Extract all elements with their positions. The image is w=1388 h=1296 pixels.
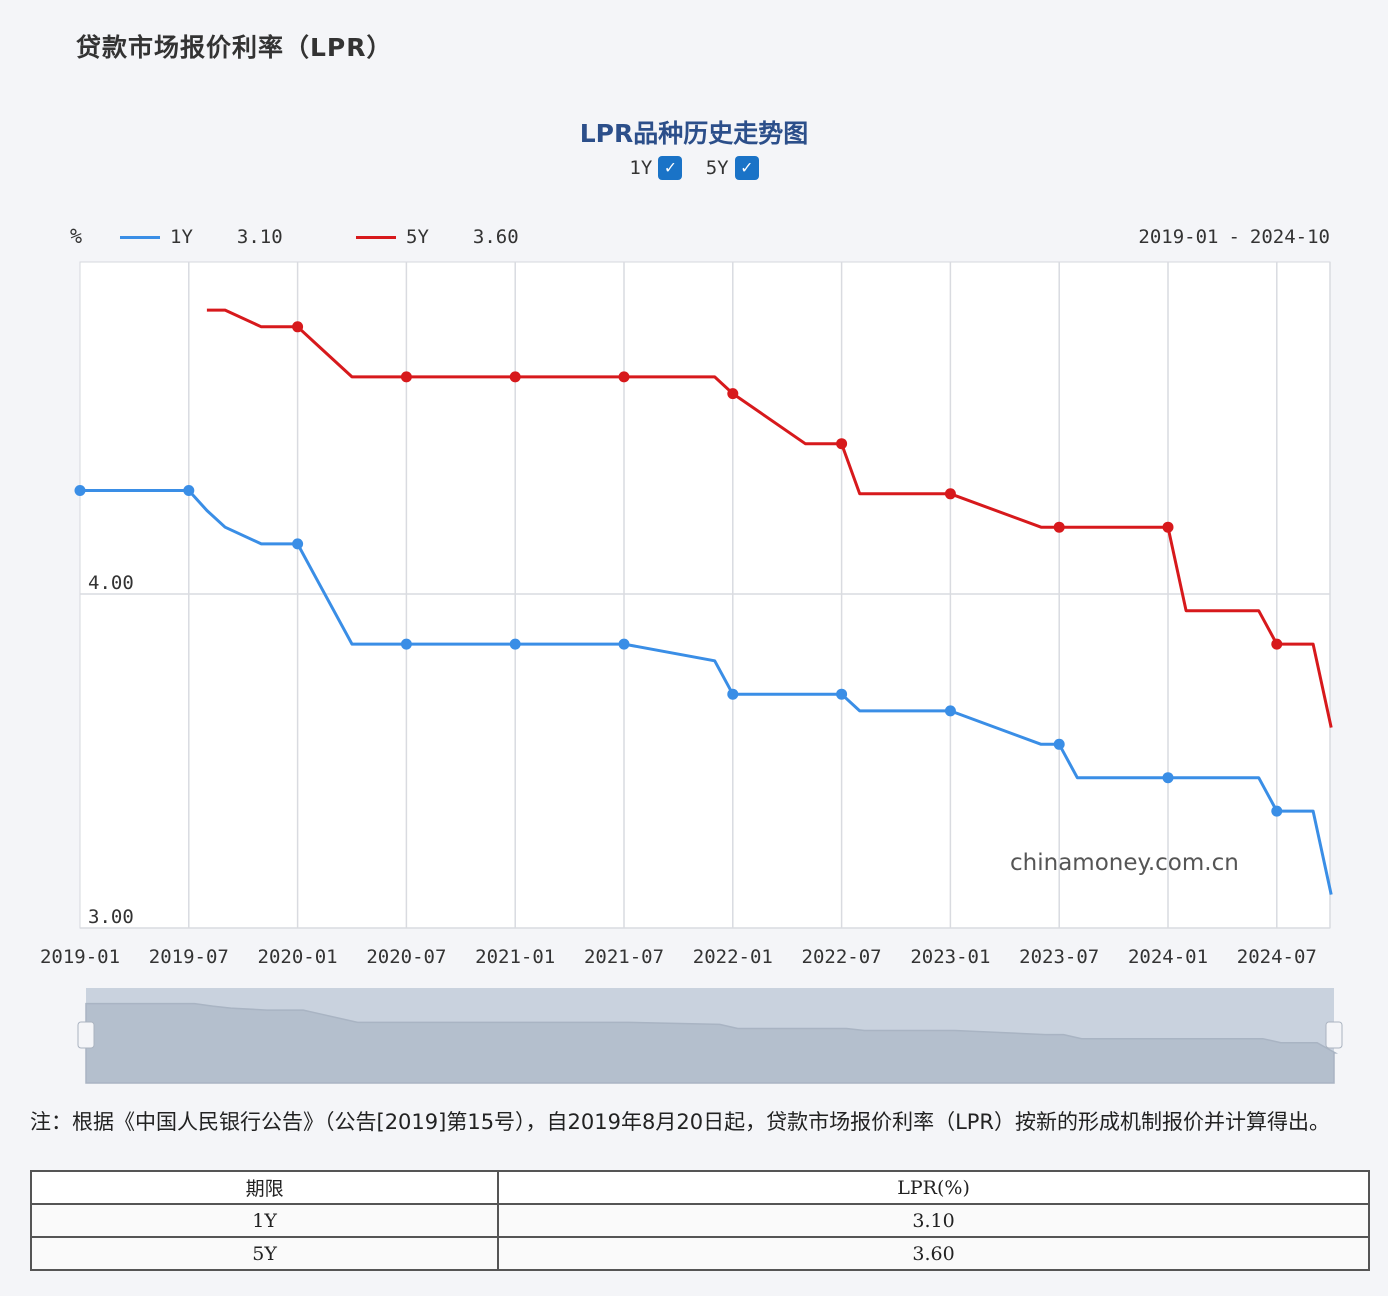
data-point-1y [400,638,412,650]
x-tick-label: 2020-01 [258,946,338,968]
data-point-1y [183,484,195,496]
x-tick-label: 2022-07 [802,946,882,968]
data-point-5y [1162,521,1174,533]
date-range: 2019-01-2024-10 [1138,226,1330,248]
x-tick-label: 2024-01 [1128,946,1208,968]
range-navigator-series [85,1002,1339,1084]
x-tick-label: 2021-01 [475,946,555,968]
table-header-lpr: LPR(%) [497,1170,1370,1205]
data-point-1y [1053,738,1065,750]
x-tick-label: 2019-01 [40,946,120,968]
toggle-1y[interactable]: 1Y ✓ [629,156,683,180]
page-title: 贷款市场报价利率（LPR） [76,33,393,62]
data-point-5y [618,371,630,383]
toggle-1y-label: 1Y [629,157,653,179]
plot-area [79,261,1331,929]
x-tick-label: 2024-07 [1237,946,1317,968]
y-tick-label: 3.00 [88,906,134,928]
series-line-1y [80,489,1333,895]
lpr-line-chart: 2019-01 2019-07 2020-01 2020-07 2021-01 2021-… [40,261,1343,1084]
data-point-5y [509,371,521,383]
legend-5y[interactable]: 5Y 3.60 [356,226,519,248]
toggle-5y[interactable]: 5Y ✓ [706,156,759,180]
legend-5y-name: 5Y [406,226,429,248]
unit-label: % [70,224,83,248]
x-tick-label: 2020-07 [366,946,446,968]
x-tick-label: 2022-01 [693,946,773,968]
data-point-5y [836,438,848,450]
legend-5y-value: 3.60 [472,226,519,248]
data-point-1y [727,688,739,700]
chart-title: LPR品种历史走势图 [579,119,809,148]
series-toggles: 1Y ✓ 5Y ✓ [0,156,1388,180]
table-row: 1Y 3.10 [29,1203,1370,1238]
watermark: chinamoney.com.cn [1010,850,1239,876]
range-handle-right[interactable] [1325,1021,1343,1049]
date-range-end: 2024-10 [1249,226,1330,248]
table-header-term: 期限 [29,1170,500,1205]
legend-1y-value: 3.10 [236,226,283,248]
date-range-sep: - [1228,226,1240,248]
legend-1y[interactable]: 1Y 3.10 [120,226,283,248]
table-header-row: 期限 LPR(%) [29,1170,1370,1205]
x-tick-label: 2019-07 [149,946,229,968]
table-cell-rate: 3.10 [497,1203,1370,1238]
data-point-5y [727,388,739,400]
toggle-5y-label: 5Y [705,157,729,179]
data-point-5y [400,371,412,383]
x-tick-label: 2021-07 [584,946,664,968]
data-point-1y [74,484,86,496]
table-cell-term: 1Y [29,1203,500,1238]
data-point-1y [1271,805,1283,817]
data-point-1y [509,638,521,650]
checkbox-5y-icon[interactable]: ✓ [734,156,759,180]
data-point-5y [944,488,956,500]
date-range-start: 2019-01 [1138,226,1219,248]
y-tick-label: 4.00 [88,572,134,594]
table-cell-rate: 3.60 [497,1236,1370,1271]
table-row: 5Y 3.60 [29,1236,1370,1271]
range-handle-left[interactable] [77,1021,95,1049]
table-cell-term: 5Y [29,1236,500,1271]
data-point-1y [292,538,304,550]
legend-5y-swatch [356,235,396,239]
legend-1y-swatch [120,235,160,239]
checkbox-1y-icon[interactable]: ✓ [658,156,683,180]
data-point-1y [944,705,956,717]
footnote: 注：根据《中国人民银行公告》（公告[2019]第15号），自2019年8月20日… [30,1110,1331,1134]
lpr-table: 期限 LPR(%) 1Y 3.10 5Y 3.60 [29,1170,1370,1271]
data-point-1y [618,638,630,650]
data-point-1y [1162,772,1174,784]
data-point-5y [292,321,304,333]
legend-1y-name: 1Y [170,226,193,248]
x-tick-label: 2023-01 [910,946,990,968]
data-point-5y [1053,521,1065,533]
data-point-1y [836,688,848,700]
x-tick-label: 2023-07 [1019,946,1099,968]
data-point-5y [1271,638,1283,650]
series-line-5y [206,308,1333,728]
